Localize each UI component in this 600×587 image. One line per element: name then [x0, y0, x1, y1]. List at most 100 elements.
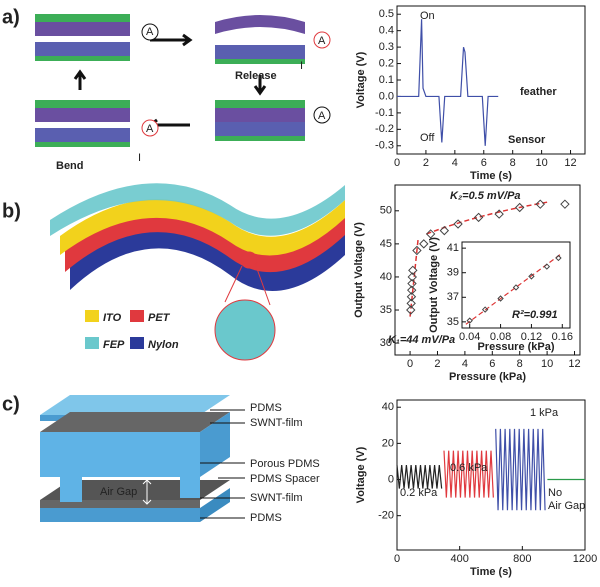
y-tick-label: 45: [380, 238, 392, 250]
y-axis-label: Voltage (V): [355, 446, 367, 503]
y-tick-label: 0.0: [379, 90, 394, 102]
scatter-point: [407, 278, 417, 289]
scatter-point: [514, 202, 525, 213]
y-tick-label: -20: [378, 510, 394, 522]
y-tick-label: 0.2: [379, 57, 394, 69]
x-tick-label: 12: [568, 358, 580, 370]
scatter-point: [497, 295, 504, 302]
x-axis-label: Time (s): [470, 566, 512, 578]
layer-label: PDMS: [250, 402, 282, 414]
x-tick-label: 0.08: [490, 331, 511, 343]
series-line: [443, 450, 494, 498]
annotation: 0.6 kPa: [450, 462, 488, 474]
y-tick-label: 40: [382, 401, 394, 413]
y-tick-label: -0.1: [375, 107, 394, 119]
legend-label: FEP: [103, 339, 125, 351]
x-tick-label: 4: [462, 358, 468, 370]
scatter-point: [407, 272, 417, 282]
scatter-point: [406, 292, 417, 302]
x-tick-label: 2: [423, 157, 429, 169]
x-axis-label: Pressure (kPa): [449, 371, 526, 383]
fit-line: [409, 237, 420, 317]
y-tick-label: 0.4: [379, 25, 394, 37]
y-tick-label: 37: [447, 291, 459, 303]
legend-label: PET: [148, 312, 171, 324]
x-axis-label: Time (s): [470, 170, 512, 182]
scatter-point: [439, 225, 450, 236]
annotation: K₁=44 mV/Pa: [388, 334, 455, 346]
series-line: [495, 428, 546, 511]
x-tick-label: 2: [434, 358, 440, 370]
x-tick-label: 400: [450, 553, 468, 565]
annotation: Sensor: [508, 134, 546, 146]
plot-frame: [396, 5, 586, 155]
annotation: 0.2 kPa: [400, 487, 438, 499]
layer-label: PDMS: [250, 512, 282, 524]
x-tick-label: 0.16: [552, 331, 573, 343]
annotation: feather: [520, 86, 557, 98]
y-axis-label: Voltage (V): [355, 51, 367, 108]
x-tick-label: 0.12: [521, 331, 542, 343]
panel-label: b): [2, 200, 21, 222]
y-tick-label: 30: [380, 337, 392, 349]
scatter-point: [560, 199, 570, 209]
panel-label: a): [2, 6, 20, 28]
device-diagram: [35, 14, 331, 147]
fit-line: [426, 201, 548, 235]
legend-label: ITO: [103, 312, 122, 324]
x-tick-label: 0.04: [459, 331, 480, 343]
annotation: No: [548, 487, 562, 499]
y-tick-label: 39: [447, 267, 459, 279]
current-label: I: [300, 60, 303, 72]
x-tick-label: 0: [407, 358, 413, 370]
y-axis-label: Output Voltage (V): [428, 237, 440, 333]
annotation: 1 kPa: [530, 407, 559, 419]
annotation: Air Gap: [548, 500, 585, 512]
x-tick-label: 6: [481, 157, 487, 169]
series-line: [396, 465, 443, 489]
y-axis-label: Output Voltage (V): [353, 222, 365, 318]
y-tick-label: 0.1: [379, 74, 394, 86]
y-tick-label: 0.3: [379, 41, 394, 53]
annotation: Off: [420, 132, 435, 144]
ammeter: A: [318, 110, 326, 122]
scatter-point: [406, 298, 416, 309]
y-tick-label: 35: [447, 316, 459, 328]
scatter-point: [555, 254, 562, 262]
gap-label: Air Gap: [100, 486, 137, 498]
y-tick-label: 41: [447, 242, 459, 254]
layer-label: SWNT-film: [250, 417, 303, 429]
y-tick-label: 50: [380, 205, 392, 217]
annotation: R²=0.991: [512, 309, 558, 321]
plot-frame: [396, 399, 586, 551]
ammeter: A: [146, 26, 154, 38]
scatter-point: [481, 306, 489, 313]
y-tick-label: 40: [380, 271, 392, 283]
scatter-point: [512, 284, 520, 291]
scatter-point: [466, 317, 473, 324]
state-label: Release: [235, 70, 277, 82]
sensor-diagram: [50, 183, 345, 361]
x-tick-label: 6: [489, 358, 495, 370]
scatter-point: [408, 265, 418, 276]
panel-label: c): [2, 393, 20, 415]
scatter-point: [543, 263, 551, 270]
scatter-point: [419, 239, 429, 249]
layer-label: PDMS Spacer: [250, 473, 320, 485]
state-label: Bend: [56, 160, 84, 172]
x-tick-label: 10: [535, 157, 547, 169]
scatter-point: [494, 209, 504, 219]
scatter-point: [528, 273, 535, 280]
x-tick-label: 8: [510, 157, 516, 169]
y-tick-label: 0.5: [379, 8, 394, 20]
y-tick-label: -0.2: [375, 123, 394, 135]
ammeter: A: [146, 123, 154, 135]
scatter-point: [407, 285, 417, 295]
x-tick-label: 8: [517, 358, 523, 370]
layer-diagram: [40, 395, 245, 522]
x-tick-label: 4: [452, 157, 458, 169]
annotation: On: [420, 10, 435, 22]
ammeter: A: [318, 35, 326, 47]
scatter-point: [425, 229, 436, 239]
